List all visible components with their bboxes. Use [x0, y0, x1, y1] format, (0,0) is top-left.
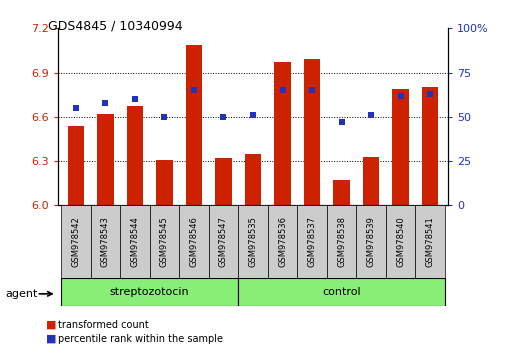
Text: control: control	[322, 287, 360, 297]
Bar	[392, 89, 408, 205]
Bar	[127, 107, 143, 205]
Text: GSM978541: GSM978541	[425, 216, 434, 267]
Bar	[333, 180, 349, 205]
Text: GSM978540: GSM978540	[395, 216, 405, 267]
Bar	[156, 160, 172, 205]
Bar	[415, 205, 444, 278]
Bar	[179, 205, 208, 278]
Bar	[149, 205, 179, 278]
Bar	[362, 157, 378, 205]
Text: GSM978547: GSM978547	[219, 216, 228, 267]
Bar	[385, 205, 415, 278]
Text: transformed count: transformed count	[58, 320, 148, 330]
Text: GSM978536: GSM978536	[277, 216, 286, 267]
Bar	[68, 126, 84, 205]
Bar	[297, 205, 326, 278]
Text: GSM978538: GSM978538	[336, 216, 345, 267]
Bar	[120, 205, 149, 278]
Text: GDS4845 / 10340994: GDS4845 / 10340994	[48, 19, 182, 33]
Bar	[61, 205, 90, 278]
Bar	[356, 205, 385, 278]
Bar	[238, 205, 267, 278]
Text: GSM978537: GSM978537	[307, 216, 316, 267]
Text: GSM978544: GSM978544	[130, 216, 139, 267]
Bar	[238, 278, 444, 306]
Bar	[61, 278, 238, 306]
Text: ■: ■	[45, 334, 56, 344]
Text: GSM978539: GSM978539	[366, 216, 375, 267]
Text: GSM978535: GSM978535	[248, 216, 257, 267]
Text: GSM978542: GSM978542	[71, 216, 80, 267]
Bar	[274, 62, 290, 205]
Text: GSM978545: GSM978545	[160, 216, 169, 267]
Bar	[90, 205, 120, 278]
Bar	[208, 205, 238, 278]
Bar	[215, 158, 231, 205]
Bar	[185, 45, 201, 205]
Text: agent: agent	[5, 289, 37, 299]
Bar	[244, 154, 261, 205]
Text: ■: ■	[45, 320, 56, 330]
Bar	[304, 59, 320, 205]
Bar	[421, 87, 437, 205]
Text: GSM978543: GSM978543	[100, 216, 110, 267]
Text: percentile rank within the sample: percentile rank within the sample	[58, 334, 223, 344]
Bar	[326, 205, 356, 278]
Text: GSM978546: GSM978546	[189, 216, 198, 267]
Bar	[97, 114, 113, 205]
Bar	[267, 205, 296, 278]
Text: streptozotocin: streptozotocin	[110, 287, 189, 297]
